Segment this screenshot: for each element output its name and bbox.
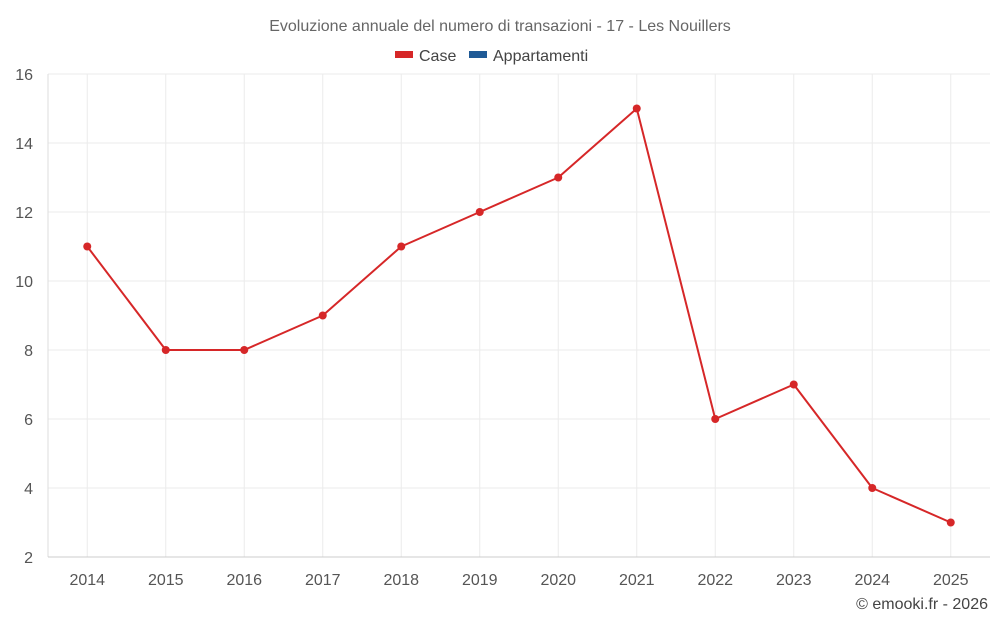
data-point[interactable] [946,518,955,527]
y-tick-label: 6 [24,412,33,429]
x-tick-label: 2017 [305,572,341,589]
y-axis: 2 4 6 8 10 12 14 16 [15,67,49,567]
legend-swatch-appartamenti [469,51,487,58]
x-tick-label: 2019 [462,572,498,589]
x-tick-label: 2018 [383,572,419,589]
credit-text: © emooki.fr - 2026 [856,596,988,613]
x-tick-label: 2022 [697,572,733,589]
legend-label-appartamenti: Appartamenti [493,48,588,65]
data-point[interactable] [161,346,170,354]
x-axis: 2014 2015 2016 2017 2018 2019 2020 2021 2022 2023… [48,556,990,589]
data-point[interactable] [789,380,798,389]
data-point[interactable] [475,208,484,216]
data-point[interactable] [83,242,92,251]
data-point[interactable] [240,346,249,354]
y-tick-label: 16 [15,67,33,84]
x-tick-label: 2014 [69,572,105,589]
x-tick-label: 2024 [854,572,890,589]
data-point[interactable] [632,104,641,113]
x-tick-label: 2020 [540,572,576,589]
data-point[interactable] [554,173,563,182]
x-tick-label: 2021 [619,572,655,589]
series-case [83,104,955,527]
legend-label-case: Case [419,48,456,65]
y-tick-label: 8 [24,343,33,360]
y-tick-label: 2 [24,550,33,567]
data-point[interactable] [711,415,720,423]
y-tick-label: 10 [15,274,33,291]
x-tick-label: 2025 [933,572,969,589]
chart-title: Evoluzione annuale del numero di transaz… [269,18,731,35]
data-point[interactable] [318,311,327,320]
y-tick-label: 14 [15,136,33,153]
y-tick-label: 12 [15,205,33,222]
gridlines [48,73,990,558]
legend-item-appartamenti[interactable]: Appartamenti [469,48,588,65]
y-tick-label: 4 [24,481,33,498]
legend: Case Appartamenti [395,48,588,65]
x-tick-label: 2015 [148,572,184,589]
legend-swatch-case [395,51,413,58]
legend-item-case[interactable]: Case [395,48,456,65]
x-tick-label: 2016 [226,572,262,589]
series-line-case [86,107,952,524]
x-tick-label: 2023 [776,572,812,589]
data-point[interactable] [868,484,877,492]
data-point[interactable] [397,242,406,251]
